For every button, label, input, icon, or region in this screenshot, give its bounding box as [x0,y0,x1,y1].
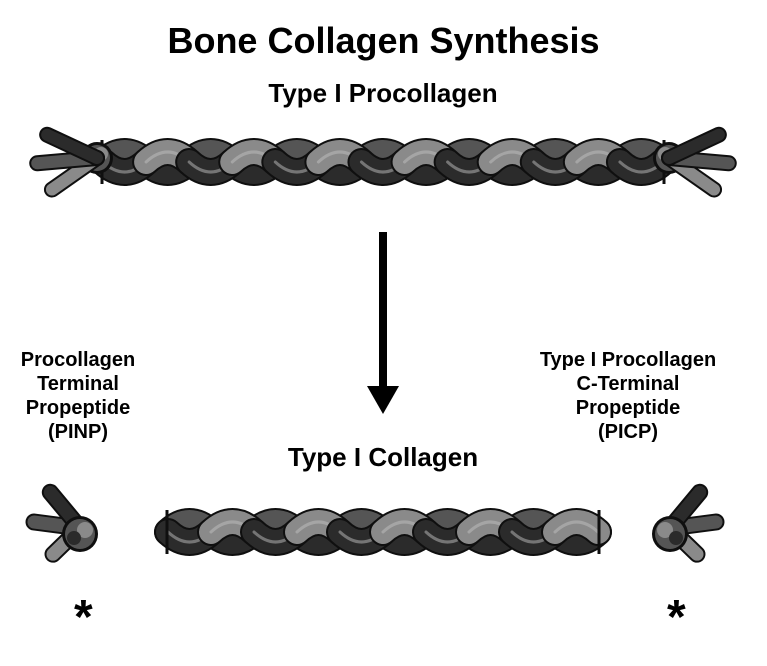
diagram-svg [0,0,767,666]
